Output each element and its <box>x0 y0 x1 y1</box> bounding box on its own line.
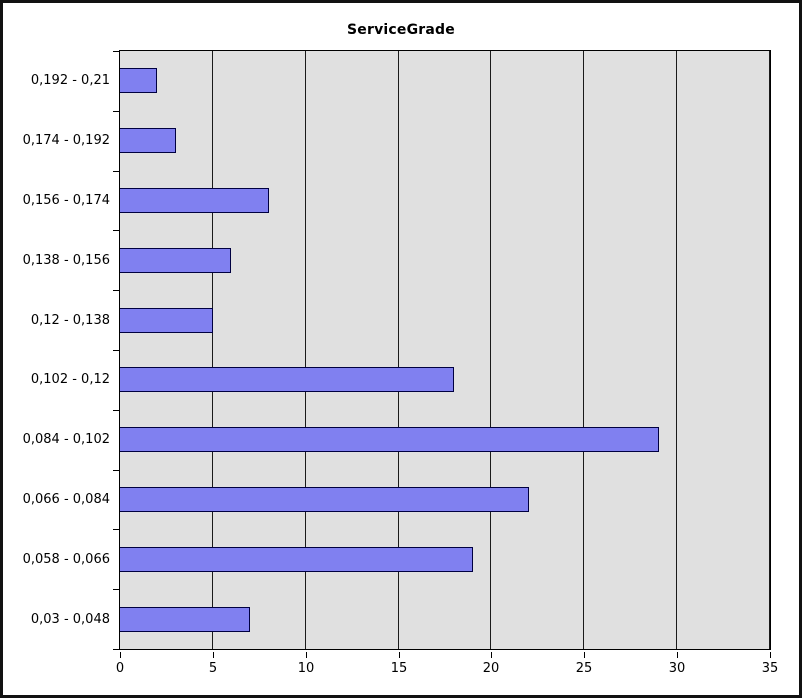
plot-area <box>119 50 771 650</box>
y-axis-label: 0,156 - 0,174 <box>22 192 110 208</box>
x-axis-tick <box>770 652 771 658</box>
y-axis-label: 0,138 - 0,156 <box>22 252 110 268</box>
x-axis-tick <box>399 652 400 658</box>
y-axis-tick <box>113 171 119 172</box>
y-axis-tick <box>113 350 119 351</box>
x-axis-tick <box>120 652 121 658</box>
bar-0,03 - 0,048 <box>120 607 250 632</box>
gridline-30 <box>676 51 677 649</box>
y-axis-label: 0,192 - 0,21 <box>30 73 110 89</box>
y-axis-tick <box>113 410 119 411</box>
bar-0,084 - 0,102 <box>120 427 659 452</box>
x-axis-tick-label: 15 <box>390 661 408 676</box>
y-axis-label: 0,174 - 0,192 <box>22 133 110 149</box>
y-axis-ticks <box>113 51 119 651</box>
x-axis-tick-label: 20 <box>482 661 500 676</box>
x-axis-tick <box>584 652 585 658</box>
y-axis-label: 0,03 - 0,048 <box>30 611 110 627</box>
bar-0,102 - 0,12 <box>120 367 454 392</box>
x-axis-tick-label: 25 <box>575 661 593 676</box>
x-axis: 0 5 10 15 20 25 30 35 <box>116 652 778 682</box>
bar-0,066 - 0,084 <box>120 487 529 512</box>
bar-0,174 - 0,192 <box>120 128 176 153</box>
bar-0,192 - 0,21 <box>120 68 157 93</box>
y-axis-tick <box>113 589 119 590</box>
bar-0,058 - 0,066 <box>120 547 473 572</box>
y-axis-label: 0,084 - 0,102 <box>22 432 110 448</box>
bar-0,12 - 0,138 <box>120 308 213 333</box>
x-axis-tick-label: 35 <box>761 661 779 676</box>
gridline-5 <box>212 51 213 649</box>
x-axis-tick <box>491 652 492 658</box>
gridline-10 <box>305 51 306 649</box>
y-axis-tick <box>113 529 119 530</box>
bar-0,138 - 0,156 <box>120 248 231 273</box>
y-axis-label: 0,12 - 0,138 <box>30 312 110 328</box>
y-axis-tick <box>113 111 119 112</box>
x-axis-tick <box>306 652 307 658</box>
x-axis-tick <box>677 652 678 658</box>
gridline-20 <box>490 51 491 649</box>
gridline-35 <box>769 51 770 649</box>
x-axis-tick-label: 5 <box>208 661 218 676</box>
y-axis-tick <box>113 290 119 291</box>
x-axis-tick-label: 0 <box>115 661 125 676</box>
y-axis-tick <box>113 649 119 650</box>
y-axis-tick <box>113 51 119 52</box>
chart-title: ServiceGrade <box>347 22 455 38</box>
bar-0,156 - 0,174 <box>120 188 269 213</box>
y-axis-tick <box>113 230 119 231</box>
gridline-15 <box>398 51 399 649</box>
x-axis-tick <box>213 652 214 658</box>
x-axis-tick-label: 30 <box>668 661 686 676</box>
y-axis-label: 0,102 - 0,12 <box>30 372 110 388</box>
y-axis-tick <box>113 470 119 471</box>
y-axis-label: 0,058 - 0,066 <box>22 551 110 567</box>
gridline-25 <box>583 51 584 649</box>
y-axis-labels: 0,192 - 0,21 0,174 - 0,192 0,156 - 0,174 0,… <box>3 51 110 649</box>
x-axis-tick-label: 10 <box>297 661 315 676</box>
y-axis-label: 0,066 - 0,084 <box>22 491 110 507</box>
